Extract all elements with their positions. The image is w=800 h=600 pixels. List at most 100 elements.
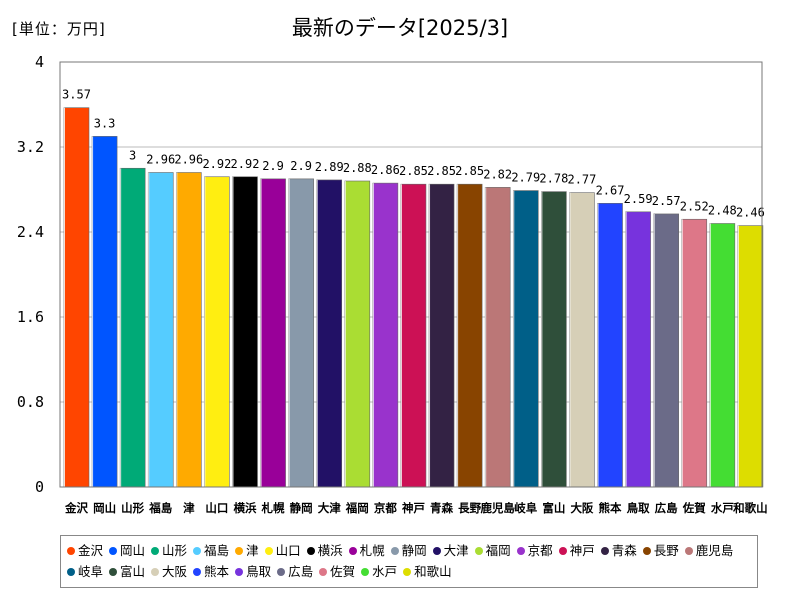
legend-label: 佐賀 (330, 564, 356, 579)
bar (288, 178, 314, 488)
legend-item: 山口 (264, 541, 301, 561)
x-tick-label: 札幌 (261, 501, 285, 515)
data-label: 2.9 (262, 159, 284, 173)
legend-item: 長野 (642, 541, 679, 561)
legend-item: 津 (235, 541, 259, 561)
data-label: 2.82 (483, 167, 512, 181)
x-tick-label: 横浜 (233, 501, 256, 515)
plot-frame (59, 61, 763, 488)
legend-marker-icon (235, 567, 244, 576)
bar (176, 172, 202, 488)
y-tick-label: 2.4 (17, 223, 44, 241)
legend-label: 青森 (611, 543, 637, 558)
legend-marker-icon (306, 546, 315, 555)
legend-marker-icon (558, 546, 567, 555)
bar-chart: 3.573.33 2.96 2.96 2.92 2.92 2.9 2.9 2.89 2.88 2.… (17, 53, 768, 515)
data-label: 2.86 (371, 163, 400, 177)
bar (569, 192, 595, 488)
legend-item: 京都 (516, 541, 553, 561)
x-tick-label: 山口 (205, 501, 228, 515)
data-label: 2.96 (146, 153, 175, 167)
unit-label: [単位：万円] (12, 20, 106, 38)
bar (597, 203, 623, 488)
legend-item: 大阪 (151, 562, 187, 582)
legend-label: 岐阜 (78, 564, 104, 579)
y-tick-label: 0.8 (17, 393, 44, 411)
legend-marker-icon (642, 546, 651, 555)
legend-marker-icon (390, 546, 399, 555)
legend-marker-icon (67, 567, 75, 576)
x-tick-label: 大阪 (570, 501, 593, 515)
legend-item: 広島 (277, 562, 313, 582)
data-label: 2.57 (652, 194, 681, 208)
legend-label: 横浜 (317, 543, 343, 558)
data-label: 2.78 (539, 172, 568, 186)
bar (400, 183, 427, 488)
legend: 金沢 岡山 山形 福島 津 山口 横浜 札幌 静岡 大津 福岡 京都 神戸 青森 長野 鹿児島岐阜 富山 大阪 熊本… (60, 535, 758, 588)
x-tick-label: 津 (183, 501, 195, 515)
legend-label: 福岡 (485, 543, 511, 558)
legend-label: 福島 (204, 543, 230, 558)
legend-item: 和歌山 (403, 562, 452, 582)
data-label: 2.85 (399, 164, 428, 178)
legend-marker-icon (235, 546, 244, 555)
data-label: 2.77 (567, 173, 596, 187)
legend-label: 札幌 (359, 543, 385, 558)
x-tick-label: 金沢 (64, 501, 88, 515)
legend-label: 金沢 (78, 543, 104, 558)
x-tick-label: 広島 (655, 501, 678, 515)
x-tick-label: 岐阜 (514, 501, 537, 515)
legend-item: 札幌 (348, 541, 385, 561)
data-label: 2.79 (511, 171, 540, 185)
legend-item: 福島 (193, 541, 229, 561)
x-tick-label: 鹿児島 (480, 501, 515, 515)
legend-label: 山形 (162, 543, 188, 558)
bar (681, 218, 708, 488)
legend-label: 津 (246, 543, 259, 558)
data-label: 2.9 (290, 159, 312, 173)
legend-marker-icon (361, 567, 370, 576)
legend-marker-icon (348, 546, 357, 555)
data-label: 2.46 (736, 206, 765, 220)
legend-item: 神戸 (558, 541, 595, 561)
bar (653, 213, 679, 488)
bar (147, 172, 174, 488)
chart-title: 最新のデータ[2025/3] (291, 16, 509, 40)
legend-item: 水戸 (361, 562, 397, 582)
legend-item: 富山 (109, 562, 145, 582)
x-tick-label: 富山 (542, 501, 565, 515)
bar (625, 211, 651, 488)
x-tick-label: 大津 (318, 501, 341, 515)
legend-marker-icon (151, 546, 160, 555)
bar (428, 183, 455, 488)
legend-marker-icon (109, 567, 118, 576)
bar (512, 190, 539, 488)
x-tick-label: 水戸 (711, 501, 734, 515)
data-label: 3.57 (62, 88, 91, 102)
legend-label: 和歌山 (414, 564, 452, 579)
legend-item: 青森 (600, 541, 637, 561)
data-label: 3.3 (94, 116, 116, 130)
bar (737, 225, 764, 488)
legend-marker-icon (67, 546, 75, 555)
bar (63, 107, 90, 488)
legend-item: 岡山 (109, 541, 145, 561)
bar (204, 176, 230, 488)
bar (260, 178, 286, 488)
data-label: 2.85 (427, 164, 456, 178)
x-tick-label: 静岡 (290, 501, 313, 515)
legend-label: 岡山 (120, 543, 146, 558)
data-label: 2.92 (202, 157, 231, 171)
bar (709, 223, 736, 488)
legend-marker-icon (109, 546, 118, 555)
x-tick-label: 岡山 (93, 501, 116, 515)
legend-item: 横浜 (306, 541, 343, 561)
x-tick-label: 京都 (374, 501, 397, 515)
x-tick-label: 長野 (458, 501, 481, 515)
legend-item: 鳥取 (235, 562, 271, 582)
legend-marker-icon (684, 546, 693, 555)
data-label: 2.59 (624, 192, 653, 206)
x-tick-label: 鳥取 (627, 501, 650, 515)
legend-item: 岐阜 (67, 562, 103, 582)
x-tick-label: 神戸 (402, 501, 425, 515)
